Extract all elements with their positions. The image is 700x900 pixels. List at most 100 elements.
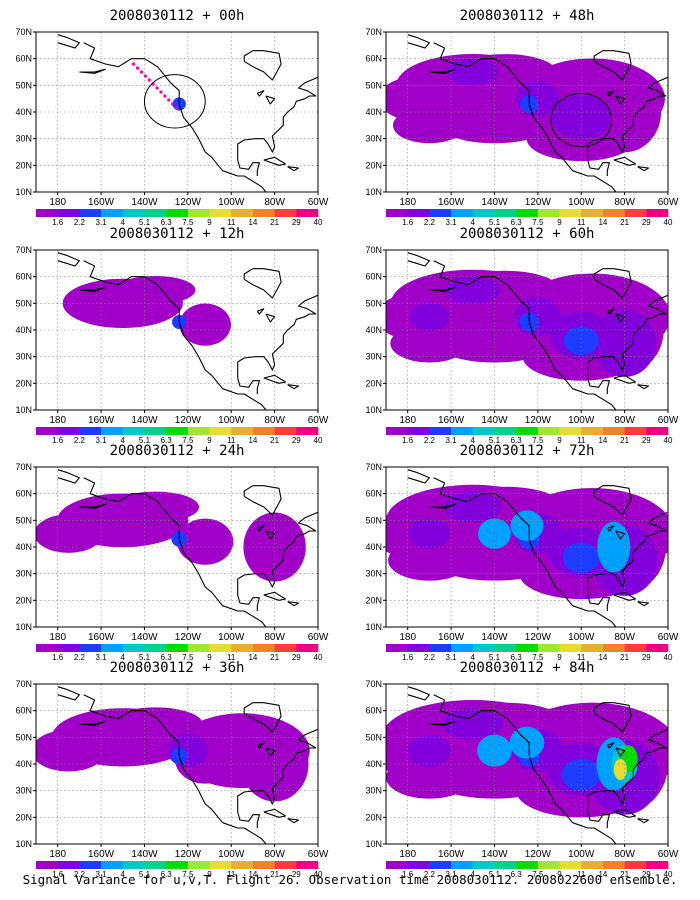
colorbar-label: 2.2 [424, 436, 436, 445]
lon-tick-label: 140W [481, 632, 508, 643]
colorbar-label: 2.2 [424, 870, 436, 879]
colorbar-swatch [559, 644, 582, 652]
signal-region [510, 510, 544, 541]
colorbar-swatch [144, 861, 167, 869]
colorbar-swatch [516, 209, 539, 217]
colorbar-swatch [187, 427, 210, 435]
lon-tick-label: 140W [131, 849, 158, 860]
colorbar-label: 14 [248, 436, 257, 445]
colorbar-label: 3.1 [96, 436, 108, 445]
coastline [57, 34, 80, 49]
colorbar-swatch [274, 644, 297, 652]
coastline [613, 808, 637, 818]
colorbar-label: 5.1 [139, 218, 151, 227]
panel-title: 2008030112 + 12h [109, 226, 245, 242]
flight-track-point [143, 74, 147, 78]
panel-title: 2008030112 + 72h [459, 443, 595, 459]
colorbar-swatch [602, 209, 625, 217]
colorbar-label: 11 [227, 218, 236, 227]
colorbar-label: 29 [292, 436, 301, 445]
colorbar-label: 14 [598, 436, 607, 445]
colorbar-label: 2.2 [74, 218, 86, 227]
colorbar-label: 2.2 [74, 653, 86, 662]
colorbar-swatch [57, 644, 80, 652]
lon-tick-label: 160W [88, 197, 115, 208]
colorbar-swatch [101, 427, 124, 435]
colorbar-swatch [494, 427, 517, 435]
colorbar-label: 6.3 [511, 436, 523, 445]
coastline [613, 374, 637, 384]
lat-tick-label: 60N [15, 489, 32, 499]
colorbar-label: 14 [248, 218, 257, 227]
colorbar-label: 6.3 [511, 653, 523, 662]
colorbar-swatch [252, 427, 275, 435]
lat-tick-label: 30N [365, 352, 382, 362]
coastline [606, 742, 615, 749]
lat-tick-label: 40N [365, 107, 382, 117]
lat-tick-label: 20N [15, 378, 32, 388]
lon-tick-label: 80W [264, 849, 285, 860]
coastline [237, 76, 318, 153]
coastline [263, 808, 287, 818]
flight-track-point [132, 62, 136, 66]
colorbar-swatch [187, 861, 210, 869]
colorbar-label: 21 [270, 870, 279, 879]
lon-tick-label: 140W [481, 197, 508, 208]
colorbar-swatch [386, 861, 408, 869]
lat-tick-label: 10N [15, 187, 32, 197]
colorbar-label: 9 [557, 218, 562, 227]
signal-region [407, 734, 452, 767]
colorbar-label: 3.1 [446, 218, 458, 227]
colorbar-swatch [559, 209, 582, 217]
coastline [265, 313, 276, 323]
coastline [263, 156, 287, 166]
panel-72h: 2008030112 + 72h 70N 60N 50N 40N 30N 20N 10N 18… [350, 441, 690, 662]
colorbar-swatch [646, 209, 669, 217]
colorbar-label: 6.3 [161, 218, 173, 227]
colorbar-swatch [166, 209, 189, 217]
colorbar-label: 5.1 [489, 218, 501, 227]
colorbar-label: 9 [557, 653, 562, 662]
colorbar-swatch [472, 861, 495, 869]
colorbar-swatch [187, 209, 210, 217]
colorbar-label: 6.3 [511, 870, 523, 879]
lon-tick-label: 100W [568, 849, 595, 860]
coastline [243, 485, 282, 516]
coastline [587, 584, 610, 611]
panel-title: 2008030112 + 60h [459, 226, 595, 242]
lat-tick-label: 20N [15, 812, 32, 822]
signal-region [36, 514, 103, 553]
lat-tick-label: 60N [365, 489, 382, 499]
lat-tick-label: 10N [15, 622, 32, 632]
lat-tick-label: 20N [15, 595, 32, 605]
coastline [587, 76, 668, 153]
lat-tick-label: 20N [15, 160, 32, 170]
colorbar-label: 11 [227, 870, 236, 879]
colorbar-label: 7.5 [532, 218, 544, 227]
lon-tick-label: 100W [218, 632, 245, 643]
lon-tick-label: 60W [308, 197, 329, 208]
coastline [79, 503, 106, 509]
lon-tick-label: 160W [438, 849, 465, 860]
lat-tick-label: 70N [365, 27, 382, 37]
coastline [615, 95, 626, 105]
colorbar-swatch [581, 644, 604, 652]
colorbar-swatch [252, 644, 275, 652]
lat-tick-label: 70N [15, 462, 32, 472]
coastline [637, 384, 650, 390]
signal-region [177, 518, 234, 565]
lat-tick-label: 10N [365, 405, 382, 415]
lon-tick-label: 80W [264, 632, 285, 643]
lon-tick-label: 120W [175, 197, 202, 208]
colorbar-label: 7.5 [182, 436, 194, 445]
colorbar-label: 3.1 [446, 436, 458, 445]
colorbar-swatch [429, 644, 452, 652]
lon-tick-label: 120W [525, 415, 552, 426]
signal-region [477, 734, 512, 767]
colorbar-swatch [451, 861, 474, 869]
lat-tick-label: 30N [15, 569, 32, 579]
colorbar-swatch [296, 861, 319, 869]
coastline [79, 68, 106, 74]
colorbar-swatch [252, 209, 275, 217]
panel-title: 2008030112 + 00h [109, 8, 245, 24]
